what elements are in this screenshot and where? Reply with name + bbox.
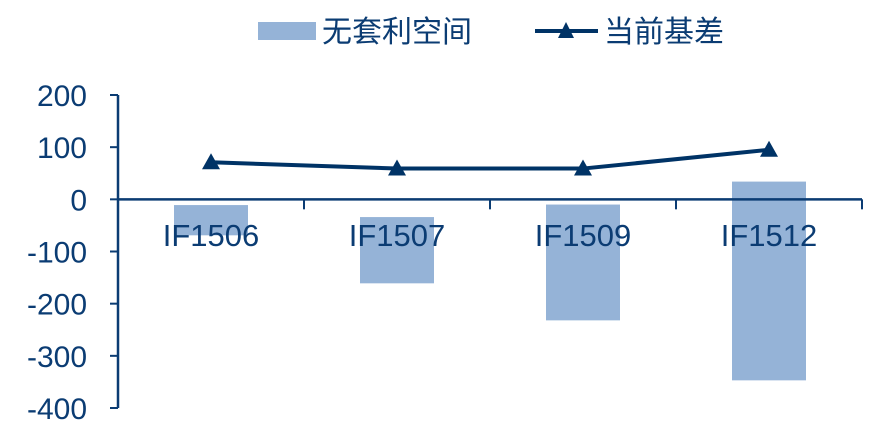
legend-swatch-bar xyxy=(258,22,316,40)
legend-label-bar: 无套利空间 xyxy=(322,15,472,50)
bar-IF1507 xyxy=(360,217,434,284)
y-tick-label: -200 xyxy=(27,289,87,322)
x-tick-label: IF1507 xyxy=(349,218,446,253)
y-tick-label: 100 xyxy=(37,132,87,165)
legend-label-line: 当前基差 xyxy=(604,15,724,50)
y-tick-label: -300 xyxy=(27,341,87,374)
basis-line xyxy=(210,147,770,171)
x-tick-label: IF1512 xyxy=(721,218,818,253)
y-tick-label: -100 xyxy=(27,237,87,270)
bar-IF1512 xyxy=(732,181,806,381)
bar-IF1509 xyxy=(546,204,620,321)
basis-point-IF1507 xyxy=(388,159,406,176)
legend: 无套利空间 当前基差 xyxy=(258,15,724,50)
legend-triangle-marker xyxy=(558,22,574,38)
x-tick-label: IF1506 xyxy=(163,218,260,253)
basis-point-IF1512 xyxy=(760,140,778,157)
y-tick-label: 0 xyxy=(70,184,87,217)
y-tick-label: 200 xyxy=(37,80,87,113)
bar-IF1506 xyxy=(174,205,248,236)
basis-point-IF1506 xyxy=(202,153,220,170)
x-tick-label: IF1509 xyxy=(535,218,632,253)
y-tick-label: -400 xyxy=(27,393,87,426)
basis-point-IF1509 xyxy=(574,159,592,176)
